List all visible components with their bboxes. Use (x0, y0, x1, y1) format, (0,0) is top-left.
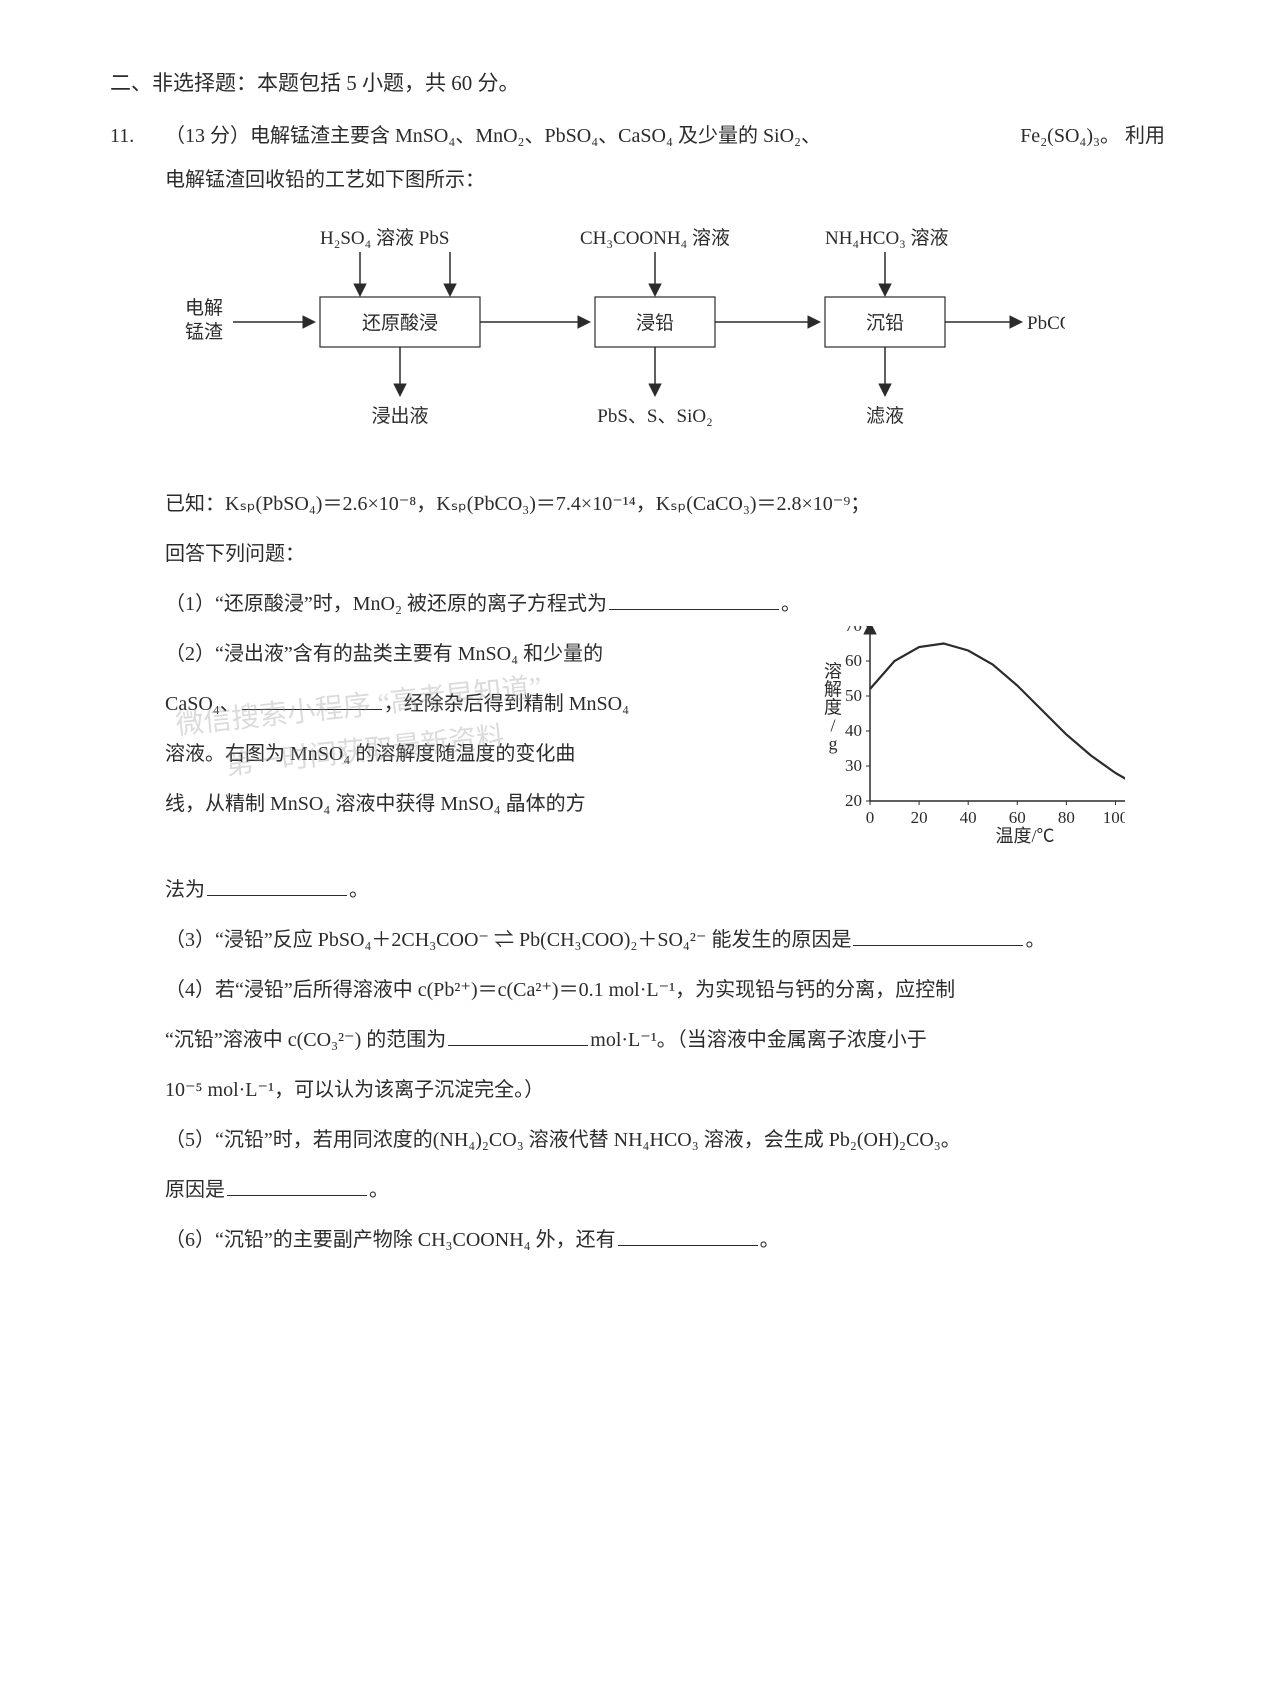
svg-text:温度/℃: 温度/℃ (995, 826, 1054, 846)
svg-text:40: 40 (960, 808, 977, 827)
question-intro-line1: （13 分）电解锰渣主要含 MnSO₄、MnO₂、PbSO₄、CaSO₄ 及少量… (165, 114, 1125, 158)
box-3: 沉铅 (866, 312, 904, 334)
given-line: 已知：Kₛₚ(PbSO₄)＝2.6×10⁻⁸，Kₛₚ(PbCO₃)＝7.4×10… (165, 482, 1125, 526)
solubility-chart: 203040506070020406080100温度/℃溶解度/g (815, 626, 1125, 862)
intro-a: 电解锰渣主要含 MnSO₄、MnO₂、PbSO₄、CaSO₄ 及少量的 SiO₂… (250, 125, 821, 147)
sub6-end: 。 (760, 1229, 780, 1251)
svg-text:50: 50 (845, 686, 862, 705)
svg-text:40: 40 (845, 721, 862, 740)
blank (618, 1223, 758, 1246)
sub2-b: CaSO₄、 (165, 693, 240, 715)
sub-q4-line-b: “沉铅”溶液中 c(CO₃²⁻) 的范围为 mol·L⁻¹。（当溶液中金属离子浓度… (165, 1018, 1125, 1062)
bottom-out-mid: PbS、S、SiO₂ (597, 406, 712, 427)
sub4-unit: mol·L⁻¹。（当溶液中金属离子浓度小于 (590, 1029, 927, 1051)
svg-text:30: 30 (845, 756, 862, 775)
sub-q3: （3）“浸铅”反应 PbSO₄＋2CH₃COO⁻ ⇌ Pb(CH₃COO)₂＋S… (165, 918, 1125, 962)
question-number: 11. (110, 114, 160, 158)
blank (242, 687, 382, 710)
sub6-a: （6）“沉铅”的主要副产物除 CH₃COONH₄ 外，还有 (165, 1229, 616, 1251)
sub-q5-line-a: （5）“沉铅”时，若用同浓度的(NH₄)₂CO₃ 溶液代替 NH₄HCO₃ 溶液… (165, 1118, 1125, 1162)
bottom-out-right: 滤液 (866, 405, 904, 427)
sub-q2-line-f: 法为 。 (165, 868, 1125, 912)
sub-q1: （1）“还原酸浸”时，MnO₂ 被还原的离子方程式为 。 (165, 582, 1125, 626)
sub1-text: （1）“还原酸浸”时，MnO₂ 被还原的离子方程式为 (165, 593, 607, 615)
svg-text:0: 0 (866, 808, 875, 827)
top-input-left: H₂SO₄ 溶液 PbS (320, 227, 449, 249)
question-11: 11. （13 分）电解锰渣主要含 MnSO₄、MnO₂、PbSO₄、CaSO₄… (110, 114, 1180, 1262)
section-header: 二、非选择题：本题包括 5 小题，共 60 分。 (110, 60, 1180, 106)
sub2-c: ，经除杂后得到精制 MnSO₄ (384, 693, 629, 715)
svg-text:20: 20 (845, 791, 862, 810)
box-1: 还原酸浸 (362, 312, 438, 334)
process-flow-diagram: H₂SO₄ 溶液 PbS CH₃COONH₄ 溶液 NH₄HCO₃ 溶液 电解 … (185, 222, 1125, 452)
sub3-end: 。 (1025, 929, 1045, 951)
points: （13 分） (165, 125, 250, 147)
sub-q4-line-c: 10⁻⁵ mol·L⁻¹，可以认为该离子沉淀完全。） (165, 1068, 1125, 1112)
svg-text:100: 100 (1103, 808, 1125, 827)
top-input-right: NH₄HCO₃ 溶液 (825, 227, 949, 249)
question-intro-line2: 电解锰渣回收铅的工艺如下图所示： (165, 158, 1125, 202)
box-2: 浸铅 (636, 312, 674, 334)
feed-left-line1: 电解 (185, 297, 223, 319)
top-input-mid: CH₃COONH₄ 溶液 (580, 227, 730, 249)
sub3-a: （3）“浸铅”反应 PbSO₄＋2CH₃COO⁻ ⇌ Pb(CH₃COO)₂＋S… (165, 929, 851, 951)
sub4-b: “沉铅”溶液中 c(CO₃²⁻) 的范围为 (165, 1029, 446, 1051)
intro-tail: Fe₂(SO₄)₃。 利用 (1020, 114, 1165, 158)
sub2-end: 。 (349, 879, 369, 901)
svg-text:20: 20 (911, 808, 928, 827)
sub5-b: 原因是 (165, 1179, 225, 1201)
sub-q4-line-a: （4）若“浸铅”后所得溶液中 c(Pb²⁺)＝c(Ca²⁺)＝0.1 mol·L… (165, 968, 1125, 1012)
sub1-end: 。 (781, 593, 801, 615)
sub5-end: 。 (369, 1179, 389, 1201)
svg-text:80: 80 (1058, 808, 1075, 827)
flow-svg: H₂SO₄ 溶液 PbS CH₃COONH₄ 溶液 NH₄HCO₃ 溶液 电解 … (185, 222, 1065, 452)
svg-text:60: 60 (1009, 808, 1026, 827)
sub2-f: 法为 (165, 879, 205, 901)
blank (207, 873, 347, 896)
svg-text:溶解度/g: 溶解度/g (824, 662, 842, 754)
svg-text:60: 60 (845, 651, 862, 670)
chart-svg: 203040506070020406080100温度/℃溶解度/g (815, 626, 1125, 846)
bottom-out-left: 浸出液 (371, 405, 428, 427)
sub-q6: （6）“沉铅”的主要副产物除 CH₃COONH₄ 外，还有 。 (165, 1218, 1125, 1262)
blank (609, 587, 779, 610)
answer-prompt: 回答下列问题： (165, 532, 1125, 576)
sub-q5-line-b: 原因是 。 (165, 1168, 1125, 1212)
svg-text:70: 70 (845, 626, 862, 635)
out-right: PbCO₃ (1027, 313, 1065, 334)
blank (227, 1173, 367, 1196)
feed-left-line2: 锰渣 (185, 321, 223, 343)
blank (853, 923, 1023, 946)
blank (448, 1023, 588, 1046)
